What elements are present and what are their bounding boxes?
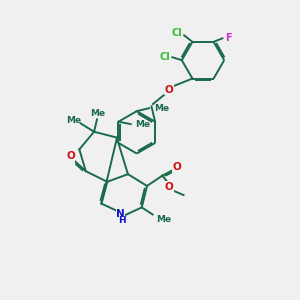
- Text: Me: Me: [67, 116, 82, 125]
- Text: O: O: [66, 152, 75, 161]
- Text: Cl: Cl: [172, 28, 182, 38]
- Text: N: N: [116, 209, 125, 219]
- Text: Me: Me: [157, 215, 172, 224]
- Text: Me: Me: [136, 120, 151, 129]
- Text: Me: Me: [154, 104, 169, 113]
- Text: O: O: [173, 162, 182, 172]
- Text: H: H: [118, 216, 126, 225]
- Text: O: O: [164, 182, 173, 192]
- Text: Me: Me: [90, 109, 105, 118]
- Text: F: F: [226, 33, 232, 43]
- Text: Cl: Cl: [159, 52, 170, 62]
- Text: O: O: [165, 85, 173, 94]
